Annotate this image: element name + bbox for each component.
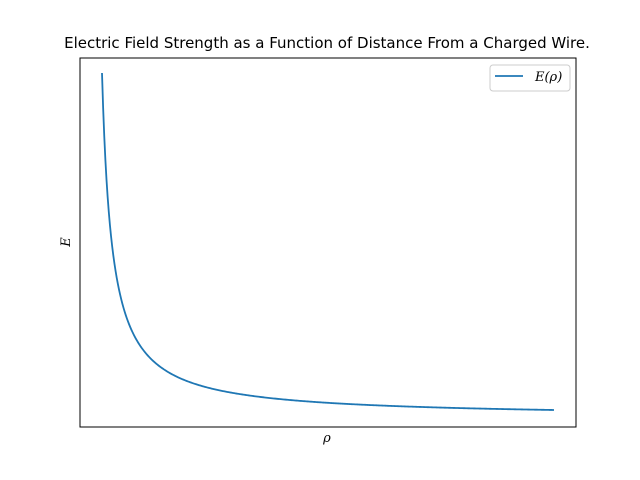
plot-area <box>79 57 577 428</box>
x-axis-label: ρ <box>322 431 331 446</box>
legend-box <box>489 64 571 92</box>
series-line-e-rho <box>101 72 555 411</box>
chart-title: Electric Field Strength as a Function of… <box>64 34 590 52</box>
legend: E(ρ) <box>489 64 571 92</box>
legend-label: E(ρ) <box>534 70 562 85</box>
y-axis-label: E <box>59 237 74 248</box>
